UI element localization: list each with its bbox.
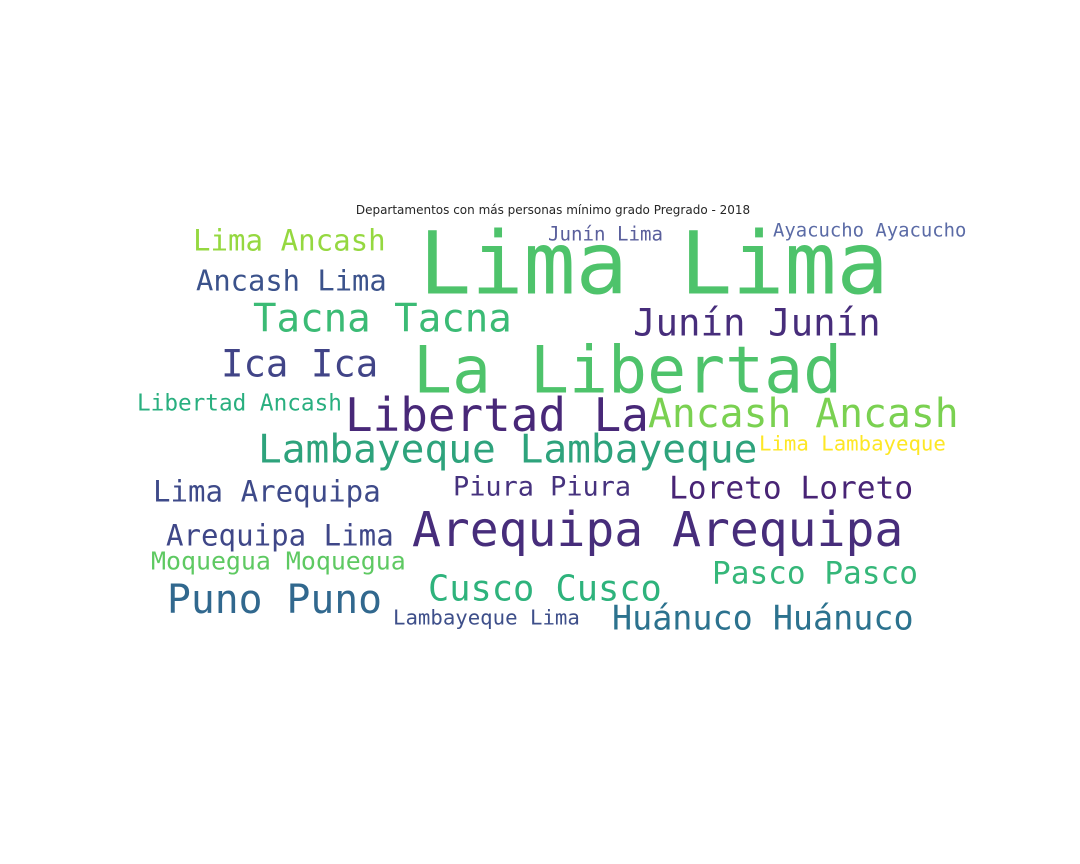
word-ancash-ancash: Ancash Ancash	[648, 391, 959, 438]
word-lambayeque-lima: Lambayeque Lima	[393, 605, 580, 630]
word-arequipa-lima: Arequipa Lima	[166, 517, 394, 552]
word-piura-piura: Piura Piura	[453, 471, 632, 503]
word-lima-lima: Lima Lima	[419, 214, 889, 315]
word-junín-lima: Junín Lima	[548, 222, 663, 246]
word-lima-arequipa: Lima Arequipa	[153, 473, 381, 508]
word-pasco-pasco: Pasco Pasco	[712, 555, 918, 592]
word-arequipa-arequipa: Arequipa Arequipa	[412, 502, 904, 558]
word-loreto-loreto: Loreto Loreto	[669, 469, 914, 506]
word-ancash-lima: Ancash Lima	[196, 263, 387, 298]
word-lima-lambayeque: Lima Lambayeque	[759, 431, 946, 456]
word-ica-ica: Ica Ica	[221, 341, 379, 386]
word-puno-puno: Puno Puno	[167, 577, 383, 624]
word-lambayeque-lambayeque: Lambayeque Lambayeque	[258, 426, 758, 473]
word-la-libertad: La Libertad	[413, 333, 843, 409]
word-huánuco-huánuco: Huánuco Huánuco	[612, 598, 914, 638]
word-ayacucho-ayacucho: Ayacucho Ayacucho	[773, 219, 967, 242]
word-lima-ancash: Lima Ancash	[193, 223, 386, 258]
chart-title: Departamentos con más personas mínimo gr…	[355, 203, 751, 217]
word-junín-junín: Junín Junín	[633, 299, 881, 344]
word-moquegua-moquegua: Moquegua Moquegua	[151, 546, 406, 576]
word-libertad-ancash: Libertad Ancash	[137, 390, 342, 417]
word-tacna-tacna: Tacna Tacna	[253, 296, 512, 342]
word-cusco-cusco: Cusco Cusco	[428, 567, 662, 609]
word-libertad-la: Libertad La	[345, 388, 649, 443]
